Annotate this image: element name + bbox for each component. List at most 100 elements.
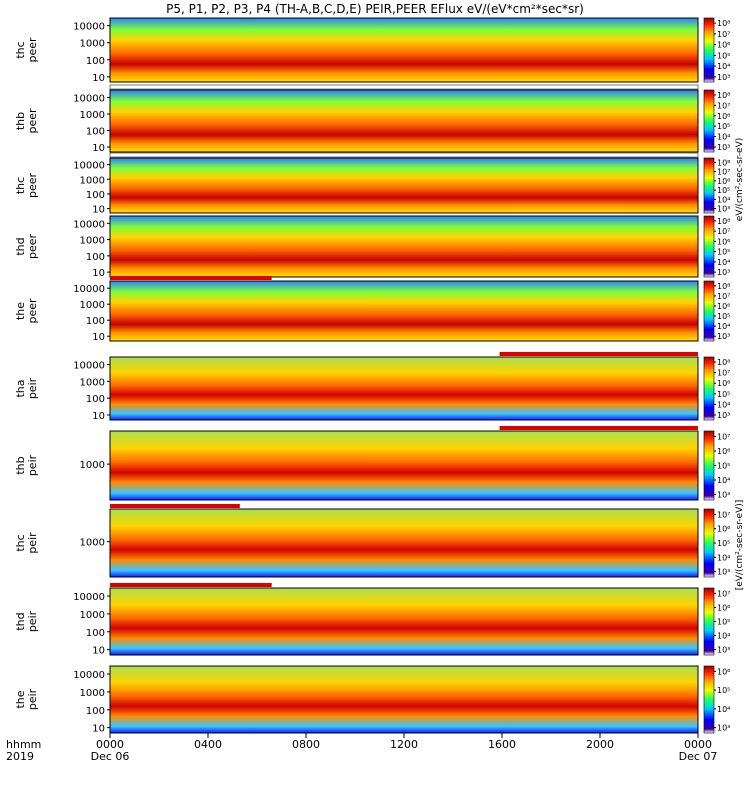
colorbar-tick-label: 10⁶ bbox=[717, 667, 730, 676]
colorbar-tick-label: 10⁶ bbox=[717, 112, 730, 121]
colorbar-tick-label: 10³ bbox=[717, 205, 730, 214]
spectrogram-image bbox=[110, 357, 698, 420]
panel-frame bbox=[109, 587, 699, 656]
panel-ylabel-line: the bbox=[14, 690, 27, 708]
y-tick-label: 10000 bbox=[73, 219, 105, 230]
y-tick-label: 10 bbox=[92, 724, 105, 735]
spectrogram-panel: thepeir 10000 1000 100 10 10⁶ 10⁵ 10⁴ 10³ bbox=[14, 665, 730, 735]
panel-ylabel-line: peir bbox=[26, 532, 39, 554]
y-tick-label: 100 bbox=[86, 394, 105, 405]
colorbar-units-label-peer: eV/(cm²-sec-sr-eV) bbox=[735, 138, 745, 222]
spectrogram-image bbox=[110, 18, 698, 82]
y-tick-label: 10000 bbox=[73, 592, 105, 603]
flag-bar bbox=[110, 276, 272, 280]
x-tick-label: 1600 bbox=[488, 738, 516, 751]
y-tick-label: 10 bbox=[92, 73, 105, 84]
spectrogram-image bbox=[110, 431, 698, 500]
x-axis-year-label: 2019 bbox=[6, 750, 34, 763]
panel-ylabel-line: peer bbox=[26, 108, 39, 134]
panel-ylabel: thcpeir bbox=[14, 532, 39, 554]
panel-ylabel: thdpeer bbox=[14, 234, 39, 260]
colorbar-tick-label: 10⁵ bbox=[717, 686, 730, 695]
panel-ylabel-line: peir bbox=[26, 454, 39, 476]
x-tick-label: 1200 bbox=[390, 738, 418, 751]
y-tick-label: 1000 bbox=[80, 610, 105, 621]
colorbar-tick-label: 10⁸ bbox=[717, 158, 730, 167]
x-tick-label: 0000 bbox=[96, 738, 124, 751]
panel-ylabel-line: peir bbox=[26, 377, 39, 399]
colorbar-tick-label: 10³ bbox=[717, 332, 730, 341]
colorbar-tick-label: 10⁴ bbox=[717, 195, 730, 204]
y-tick-label: 1000 bbox=[80, 460, 105, 471]
panel-ylabel-line: thc bbox=[14, 41, 27, 58]
spectrogram-image bbox=[110, 90, 698, 152]
y-tick-label: 100 bbox=[86, 628, 105, 639]
colorbar-tick-label: 10⁶ bbox=[717, 525, 730, 534]
panel-frame bbox=[109, 430, 699, 501]
colorbar-tick-label: 10⁵ bbox=[717, 618, 730, 627]
panel-ylabel-line: thd bbox=[14, 237, 27, 255]
x-tick-label: 0000 bbox=[684, 738, 712, 751]
flag-bar bbox=[110, 583, 272, 587]
panel-ylabel: thepeir bbox=[14, 688, 39, 710]
colorbar bbox=[703, 89, 715, 153]
y-tick-label: 100 bbox=[86, 316, 105, 327]
panel-ylabel: thcpeer bbox=[14, 173, 39, 199]
spectrogram-image bbox=[110, 588, 698, 655]
spectrogram-image bbox=[110, 216, 698, 277]
y-tick-label: 1000 bbox=[80, 300, 105, 311]
spectrogram-panel: thcpeir 1000 10⁷ 10⁶ 10⁵ 10⁴ 10³ bbox=[14, 504, 730, 578]
flag-bar bbox=[499, 426, 698, 430]
colorbar-tick-label: 10⁵ bbox=[717, 539, 730, 548]
colorbar-tick-label: 10⁴ bbox=[717, 476, 730, 485]
y-tick-label: 1000 bbox=[80, 688, 105, 699]
colorbar-tick-label: 10⁴ bbox=[717, 632, 730, 641]
panel-frame bbox=[109, 280, 699, 342]
y-tick-label: 100 bbox=[86, 190, 105, 201]
colorbar-tick-label: 10⁷ bbox=[717, 292, 730, 301]
colorbar-tick-label: 10³ bbox=[717, 646, 730, 655]
colorbar-tick-label: 10⁵ bbox=[717, 390, 730, 399]
x-date-label-end: Dec 07 bbox=[679, 750, 718, 763]
colorbar-tick-label: 10⁸ bbox=[717, 217, 730, 226]
colorbar-tick-label: 10³ bbox=[717, 73, 730, 82]
y-tick-label: 10000 bbox=[73, 284, 105, 295]
panel-ylabel-line: thb bbox=[14, 112, 27, 130]
y-tick-label: 1000 bbox=[80, 538, 105, 549]
panel-ylabel-line: peir bbox=[26, 688, 39, 710]
colorbar-tick-label: 10⁷ bbox=[717, 589, 730, 598]
panel-ylabel-line: thd bbox=[14, 612, 27, 630]
colorbar-tick-label: 10⁶ bbox=[717, 177, 730, 186]
panel-ylabel-line: peer bbox=[26, 37, 39, 63]
colorbar-tick-label: 10⁴ bbox=[717, 258, 730, 267]
y-tick-label: 10 bbox=[92, 205, 105, 216]
panel-ylabel-line: peer bbox=[26, 173, 39, 199]
y-tick-label: 100 bbox=[86, 56, 105, 67]
colorbar-tick-label: 10⁸ bbox=[717, 91, 730, 100]
panel-ylabel-line: tha bbox=[14, 379, 27, 397]
y-tick-label: 10000 bbox=[73, 93, 105, 104]
colorbar-tick-label: 10⁶ bbox=[717, 237, 730, 246]
panel-frame bbox=[109, 17, 699, 83]
panel-frame bbox=[109, 157, 699, 214]
colorbar-tick-label: 10⁵ bbox=[717, 186, 730, 195]
panel-ylabel-line: peer bbox=[26, 298, 39, 324]
colorbar-tick-label: 10⁴ bbox=[717, 322, 730, 331]
spectrogram-image bbox=[110, 666, 698, 733]
panel-frame bbox=[109, 508, 699, 578]
x-tick-label: 2000 bbox=[586, 738, 614, 751]
colorbar-tick-label: 10⁶ bbox=[717, 603, 730, 612]
y-tick-label: 10000 bbox=[73, 161, 105, 172]
colorbar bbox=[703, 215, 715, 278]
colorbar-tick-label: 10⁷ bbox=[717, 227, 730, 236]
colorbar-tick-label: 10⁶ bbox=[717, 302, 730, 311]
panel-frame bbox=[109, 215, 699, 278]
y-tick-label: 10 bbox=[92, 411, 105, 422]
colorbar-tick-label: 10⁷ bbox=[717, 30, 730, 39]
panel-ylabel: thapeir bbox=[14, 377, 39, 399]
y-tick-label: 10000 bbox=[73, 670, 105, 681]
